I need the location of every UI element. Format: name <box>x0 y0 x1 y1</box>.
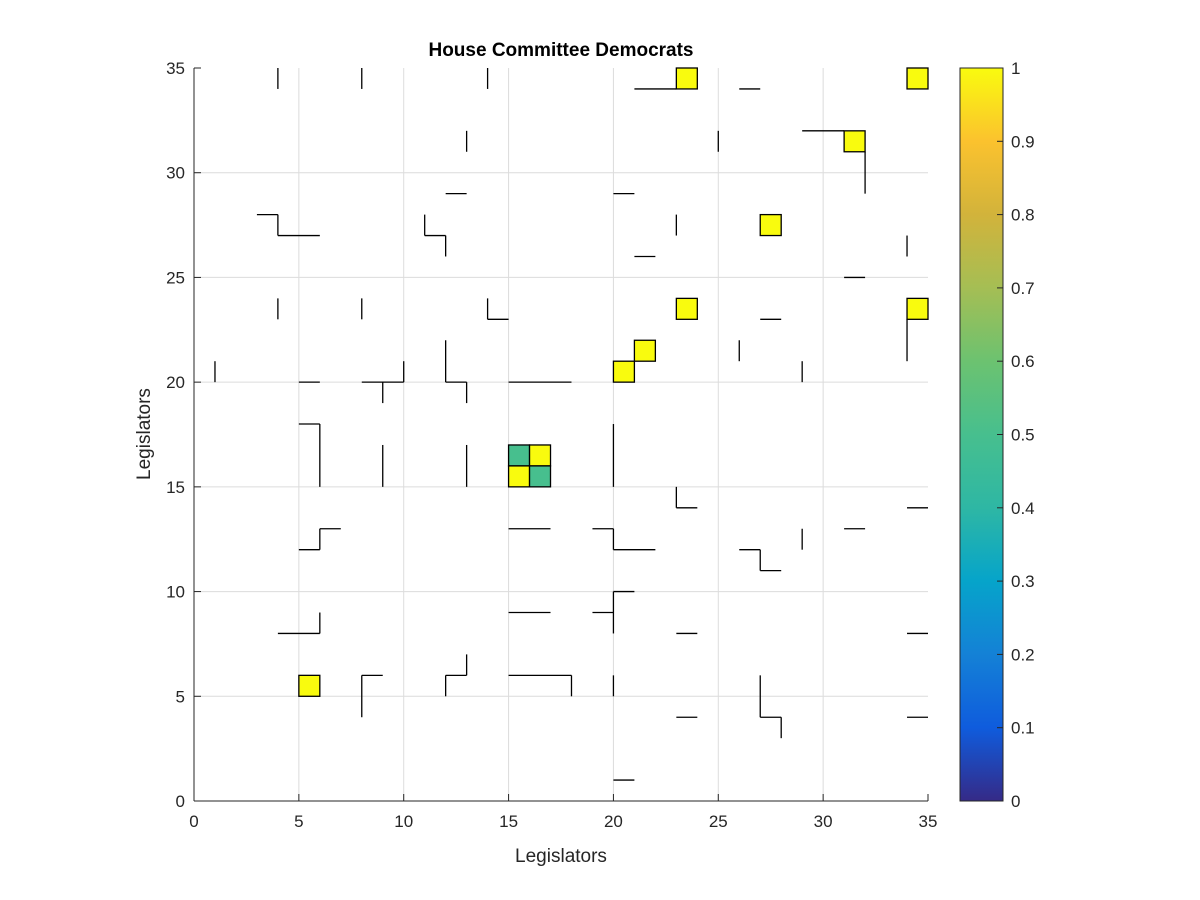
x-tick-label: 20 <box>604 812 623 831</box>
x-tick-label: 35 <box>919 812 938 831</box>
heatmap-cells <box>298 67 929 697</box>
colorbar-tick-label: 0.1 <box>1011 719 1035 738</box>
heatmap-cell <box>507 465 531 488</box>
x-tick-label: 0 <box>189 812 198 831</box>
axes <box>193 67 929 802</box>
chart-title: House Committee Democrats <box>428 40 693 61</box>
y-tick-label: 20 <box>166 373 185 392</box>
y-tick-label: 30 <box>166 164 185 183</box>
heatmap-cell <box>675 297 698 320</box>
heatmap-cell <box>906 297 929 320</box>
y-tick-label: 15 <box>166 478 185 497</box>
colorbar-tick-label: 0.2 <box>1011 645 1035 664</box>
heatmap-cell <box>675 67 698 90</box>
y-tick-label: 5 <box>176 687 185 706</box>
colorbar-tick-label: 0.7 <box>1011 279 1035 298</box>
x-tick-label: 30 <box>814 812 833 831</box>
y-tick-label: 0 <box>176 792 185 811</box>
x-tick-label: 15 <box>499 812 518 831</box>
x-tick-label: 25 <box>709 812 728 831</box>
colorbar-tick-label: 0.6 <box>1011 352 1035 371</box>
x-tick-label: 10 <box>394 812 413 831</box>
heatmap-cell <box>528 444 552 467</box>
heatmap-cell <box>633 339 657 362</box>
colorbar-tick-label: 0.9 <box>1011 132 1035 151</box>
y-tick-label: 25 <box>166 268 185 287</box>
x-axis-label: Legislators <box>515 846 607 867</box>
x-tick-label: 5 <box>294 812 303 831</box>
y-tick-label: 10 <box>166 583 185 602</box>
colorbar-tick-label: 0.8 <box>1011 206 1035 225</box>
y-tick-labels: 0 5 10 15 20 25 30 35 <box>166 59 185 811</box>
heatmap-cell <box>906 67 929 90</box>
colorbar-tick-labels: 0 0.1 0.2 0.3 0.4 0.5 0.6 0.7 0.8 0.9 1 <box>997 59 1035 811</box>
colorbar <box>959 67 1004 802</box>
zero-value-edges <box>214 68 928 781</box>
heatmap-cell <box>759 213 782 237</box>
y-tick-label: 35 <box>166 59 185 78</box>
colorbar-tick-label: 1 <box>1011 59 1020 78</box>
heatmap-cell <box>298 674 321 697</box>
colorbar-tick-label: 0.4 <box>1011 499 1035 518</box>
colorbar-tick-label: 0.5 <box>1011 426 1035 445</box>
colorbar-tick-label: 0 <box>1011 792 1020 811</box>
heatmap-cell <box>612 360 636 383</box>
x-tick-labels: 0 5 10 15 20 25 30 35 <box>189 812 937 831</box>
heatmap-cell <box>843 130 866 153</box>
colorbar-tick-label: 0.3 <box>1011 572 1035 591</box>
heatmap-cell <box>507 444 531 467</box>
heatmap-cell <box>528 465 552 488</box>
y-axis-label: Legislators <box>134 388 155 480</box>
